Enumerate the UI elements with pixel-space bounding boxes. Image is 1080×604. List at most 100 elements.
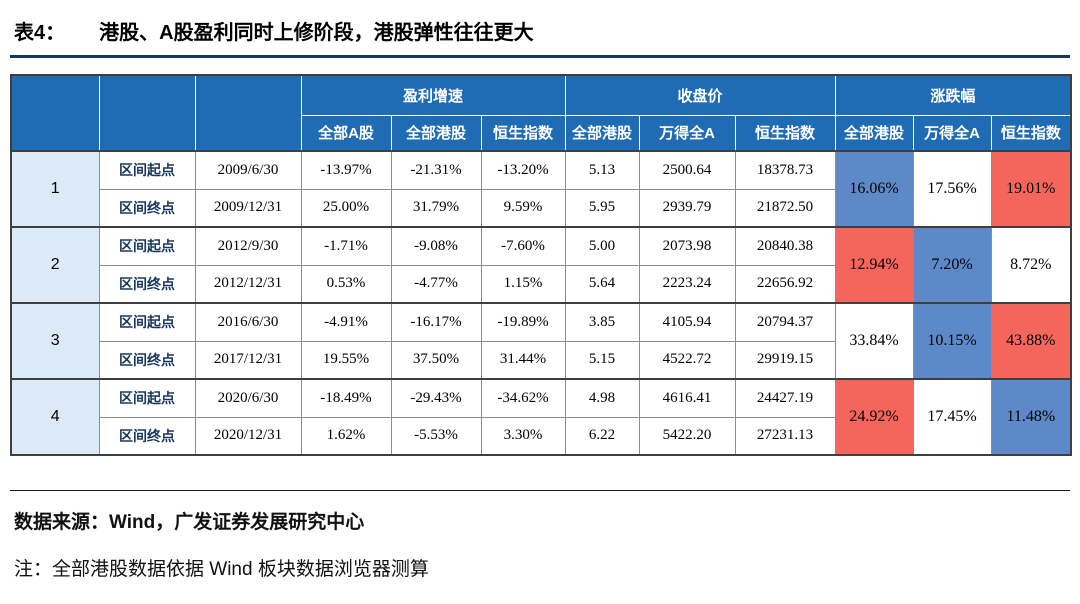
data-cell: 6.22 xyxy=(564,416,640,456)
data-cell: 4616.41 xyxy=(638,378,736,418)
column-header: 全部港股 xyxy=(834,114,914,152)
date-cell: 2020/12/31 xyxy=(194,416,302,456)
data-cell: 20840.38 xyxy=(734,226,836,266)
data-cell: -1.71% xyxy=(300,226,392,266)
column-header: 全部港股 xyxy=(564,114,640,152)
data-cell: 19.55% xyxy=(300,340,392,380)
date-cell: 2017/12/31 xyxy=(194,340,302,380)
header-blank-cell xyxy=(98,74,196,152)
table-row: 区间终点 2012/12/31 0.53% -4.77% 1.15% 5.64 … xyxy=(11,264,1071,304)
data-table: 盈利增速 收盘价 涨跌幅 全部A股 全部港股 恒生指数 全部港股 万得全A 恒生… xyxy=(10,74,1073,456)
data-cell: -13.97% xyxy=(300,150,392,190)
column-header: 万得全A xyxy=(912,114,992,152)
data-cell: -4.91% xyxy=(300,302,392,342)
data-cell: 4522.72 xyxy=(638,340,736,380)
data-cell: 29919.15 xyxy=(734,340,836,380)
data-cell: 2500.64 xyxy=(638,150,736,190)
table-row: 3 区间起点 2016/6/30 -4.91% -16.17% -19.89% … xyxy=(10,302,1072,380)
column-header: 万得全A xyxy=(638,114,736,152)
change-cell: 12.94% xyxy=(834,226,914,304)
change-cell: 16.06% xyxy=(834,150,914,228)
date-cell: 2016/6/30 xyxy=(194,302,302,342)
change-cell: 11.48% xyxy=(990,378,1072,456)
data-cell: 27231.13 xyxy=(734,416,836,456)
data-cell: -4.77% xyxy=(390,264,482,304)
column-header: 恒生指数 xyxy=(480,114,566,152)
data-source-text: 数据来源：Wind，广发证券发展研究中心 xyxy=(14,512,365,533)
table-row: 2 区间起点 2012/9/30 -1.71% -9.08% -7.60% 5.… xyxy=(10,226,1072,304)
data-cell: -18.49% xyxy=(300,378,392,418)
group-number-cell: 1 xyxy=(10,150,100,228)
data-cell: 18378.73 xyxy=(734,150,836,190)
group-number-cell: 3 xyxy=(10,302,100,380)
data-cell: 5.95 xyxy=(564,188,640,228)
group-number-cell: 2 xyxy=(10,226,100,304)
data-cell: 20794.37 xyxy=(734,302,836,342)
data-cell: 1.15% xyxy=(480,264,566,304)
change-cell: 7.20% xyxy=(912,226,992,304)
data-cell: 24427.19 xyxy=(734,378,836,418)
data-cell: 31.79% xyxy=(390,188,482,228)
row-label-cell: 区间终点 xyxy=(98,416,196,456)
data-cell: 5.00 xyxy=(564,226,640,266)
table-row: 区间终点 2017/12/31 19.55% 37.50% 31.44% 5.1… xyxy=(11,340,1071,380)
data-cell: -29.43% xyxy=(390,378,482,418)
data-cell: 37.50% xyxy=(390,340,482,380)
row-label-cell: 区间起点 xyxy=(98,378,196,418)
change-cell: 10.15% xyxy=(912,302,992,380)
date-cell: 2009/6/30 xyxy=(194,150,302,190)
table-row: 4 区间起点 2020/6/30 -18.49% -29.43% -34.62%… xyxy=(10,378,1072,456)
row-label-cell: 区间终点 xyxy=(98,264,196,304)
row-label-cell: 区间起点 xyxy=(98,150,196,190)
data-cell: 22656.92 xyxy=(734,264,836,304)
data-cell: -13.20% xyxy=(480,150,566,190)
title-underline xyxy=(10,55,1070,58)
column-group-header: 收盘价 xyxy=(564,74,836,116)
data-cell: -5.53% xyxy=(390,416,482,456)
header-blank-cell xyxy=(194,74,302,152)
column-header: 恒生指数 xyxy=(990,114,1072,152)
group-number-cell: 4 xyxy=(10,378,100,456)
data-cell: 2223.24 xyxy=(638,264,736,304)
data-cell: 1.62% xyxy=(300,416,392,456)
data-cell: 0.53% xyxy=(300,264,392,304)
change-cell: 33.84% xyxy=(834,302,914,380)
data-cell: 4105.94 xyxy=(638,302,736,342)
data-cell: 5.13 xyxy=(564,150,640,190)
report-page: 表4： 港股、A股盈利同时上修阶段，港股弹性往往更大 盈利增速 收盘价 涨跌幅 全… xyxy=(10,10,1073,580)
date-cell: 2012/12/31 xyxy=(194,264,302,304)
data-cell: 31.44% xyxy=(480,340,566,380)
column-group-header: 涨跌幅 xyxy=(834,74,1072,116)
data-cell: 5422.20 xyxy=(638,416,736,456)
change-cell: 24.92% xyxy=(834,378,914,456)
change-cell: 43.88% xyxy=(990,302,1072,380)
date-cell: 2020/6/30 xyxy=(194,378,302,418)
table-row: 1 区间起点 2009/6/30 -13.97% -21.31% -13.20%… xyxy=(10,150,1072,228)
data-cell: 3.85 xyxy=(564,302,640,342)
header-blank-cell xyxy=(10,74,100,152)
data-cell: -7.60% xyxy=(480,226,566,266)
change-cell: 8.72% xyxy=(990,226,1072,304)
change-cell: 17.45% xyxy=(912,378,992,456)
data-cell: -9.08% xyxy=(390,226,482,266)
data-cell: -34.62% xyxy=(480,378,566,418)
date-cell: 2009/12/31 xyxy=(194,188,302,228)
row-label-cell: 区间终点 xyxy=(98,188,196,228)
date-cell: 2012/9/30 xyxy=(194,226,302,266)
data-cell: 5.64 xyxy=(564,264,640,304)
data-cell: 9.59% xyxy=(480,188,566,228)
footnote-text: 注：全部港股数据依据 Wind 板块数据浏览器测算 xyxy=(14,559,429,580)
data-cell: 2939.79 xyxy=(638,188,736,228)
data-cell: -21.31% xyxy=(390,150,482,190)
column-header: 全部A股 xyxy=(300,114,392,152)
data-cell: -19.89% xyxy=(480,302,566,342)
change-cell: 19.01% xyxy=(990,150,1072,228)
data-cell: 25.00% xyxy=(300,188,392,228)
table-row: 区间终点 2009/12/31 25.00% 31.79% 9.59% 5.95… xyxy=(11,188,1071,228)
footer-divider xyxy=(10,490,1070,491)
row-label-cell: 区间起点 xyxy=(98,302,196,342)
table-row: 区间终点 2020/12/31 1.62% -5.53% 3.30% 6.22 … xyxy=(11,416,1071,456)
data-cell: 5.15 xyxy=(564,340,640,380)
data-cell: 2073.98 xyxy=(638,226,736,266)
table-title: 表4： 港股、A股盈利同时上修阶段，港股弹性往往更大 xyxy=(10,10,1070,55)
